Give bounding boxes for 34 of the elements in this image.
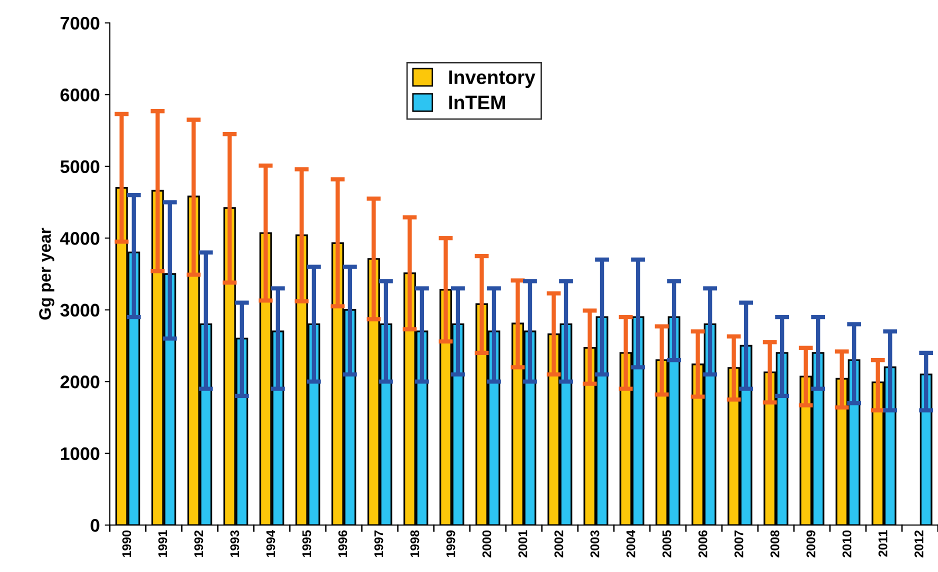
x-tick-label: 2003 xyxy=(590,530,600,558)
x-tick-label: 1998 xyxy=(410,530,420,557)
y-tick-label: 0 xyxy=(90,519,100,532)
x-tick-label: 2007 xyxy=(734,530,744,558)
y-tick-label: 7000 xyxy=(60,16,100,30)
x-tick-label: 2002 xyxy=(554,530,564,558)
y-tick-label: 5000 xyxy=(60,160,100,174)
x-tick-label: 2001 xyxy=(518,530,528,558)
x-tick-label: 2008 xyxy=(770,530,780,558)
x-tick-label: 1990 xyxy=(122,530,132,557)
x-tick-label: 2004 xyxy=(626,530,636,558)
x-tick-label: 1997 xyxy=(374,530,384,557)
x-tick-label: 2011 xyxy=(878,530,888,557)
x-tick-label: 2000 xyxy=(482,530,492,558)
x-tick-label: 2006 xyxy=(698,530,708,558)
x-tick-label: 2005 xyxy=(662,530,672,558)
legend-label: Inventory xyxy=(449,70,536,88)
x-tick-label: 1995 xyxy=(302,530,312,557)
legend-label: InTEM xyxy=(449,96,505,110)
x-tick-label: 1996 xyxy=(338,530,348,557)
x-tick-label: 1999 xyxy=(446,530,456,557)
y-tick-label: 2000 xyxy=(60,376,100,388)
x-tick-label: 2010 xyxy=(842,530,852,558)
y-tick-label: 3000 xyxy=(60,304,100,317)
x-tick-label: 1993 xyxy=(230,530,240,557)
x-tick-label: 2009 xyxy=(806,530,816,558)
y-tick-label: 4000 xyxy=(60,232,100,245)
y-tick-label: 1000 xyxy=(61,447,100,460)
y-tick-label: 6000 xyxy=(60,88,100,102)
y-axis-title: Gg per year xyxy=(39,228,54,320)
x-tick-label: 1994 xyxy=(266,530,276,557)
x-tick-label: 1991 xyxy=(158,530,168,557)
x-tick-label: 2012 xyxy=(914,530,924,558)
x-tick-label: 1992 xyxy=(194,530,204,557)
